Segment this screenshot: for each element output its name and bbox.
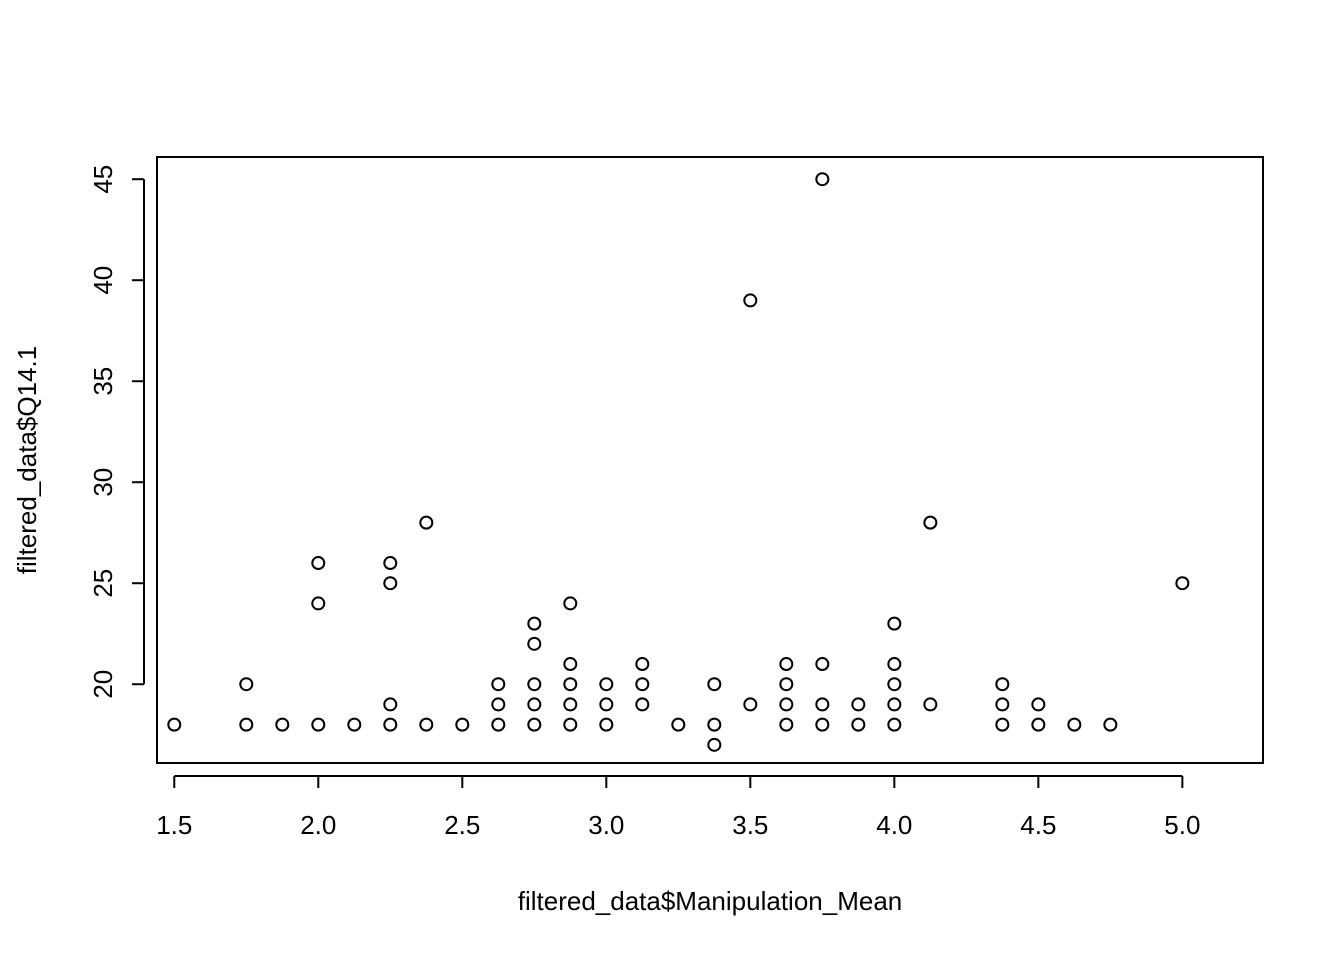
data-point	[635, 677, 650, 692]
data-point	[779, 717, 794, 732]
data-point	[1031, 697, 1046, 712]
data-point	[239, 677, 254, 692]
data-point	[851, 697, 866, 712]
data-point	[779, 657, 794, 672]
y-axis: 20 25 30 35 40 45	[88, 165, 145, 699]
y-tick-label: 30	[88, 468, 118, 497]
x-tick-label: 4.0	[876, 810, 912, 840]
plot-frame	[156, 156, 1264, 764]
data-point	[887, 657, 902, 672]
data-point	[347, 717, 362, 732]
data-point	[1031, 717, 1046, 732]
data-point	[167, 717, 182, 732]
data-point	[311, 556, 326, 571]
data-point	[995, 717, 1010, 732]
x-tick-label: 3.0	[588, 810, 624, 840]
x-tick-label: 2.0	[300, 810, 336, 840]
data-point	[383, 697, 398, 712]
data-point	[311, 596, 326, 611]
data-point	[743, 697, 758, 712]
x-tick-label: 2.5	[444, 810, 480, 840]
data-point	[527, 677, 542, 692]
data-point	[743, 293, 758, 308]
data-point	[599, 677, 614, 692]
x-tick-label: 1.5	[156, 810, 192, 840]
y-tick-label: 25	[88, 569, 118, 598]
data-point	[815, 697, 830, 712]
data-point	[383, 717, 398, 732]
data-point	[1175, 576, 1190, 591]
data-point	[311, 717, 326, 732]
data-point	[779, 697, 794, 712]
data-point	[815, 657, 830, 672]
data-point	[383, 556, 398, 571]
data-point	[887, 616, 902, 631]
data-point	[887, 697, 902, 712]
data-point	[563, 717, 578, 732]
data-point	[707, 717, 722, 732]
data-point	[383, 576, 398, 591]
y-tick-label: 45	[88, 165, 118, 194]
x-axis-title: filtered_data$Manipulation_Mean	[518, 886, 903, 916]
data-point	[1067, 717, 1082, 732]
data-point	[563, 697, 578, 712]
data-point	[599, 717, 614, 732]
data-point	[815, 717, 830, 732]
y-axis-title: filtered_data$Q14.1	[12, 346, 42, 574]
data-point	[851, 717, 866, 732]
data-point	[563, 657, 578, 672]
data-point	[527, 636, 542, 651]
data-point	[419, 717, 434, 732]
x-tick-label: 3.5	[732, 810, 768, 840]
data-point	[923, 515, 938, 530]
data-point	[239, 717, 254, 732]
data-point	[563, 596, 578, 611]
data-point	[779, 677, 794, 692]
data-point	[491, 717, 506, 732]
data-point	[707, 677, 722, 692]
data-point	[527, 697, 542, 712]
data-point	[599, 697, 614, 712]
data-point	[419, 515, 434, 530]
data-point	[527, 717, 542, 732]
x-tick-label: 5.0	[1164, 810, 1200, 840]
data-point	[635, 657, 650, 672]
data-point	[563, 677, 578, 692]
data-point	[275, 717, 290, 732]
y-tick-label: 40	[88, 266, 118, 295]
data-point	[887, 717, 902, 732]
data-point	[887, 677, 902, 692]
data-point	[923, 697, 938, 712]
data-point	[995, 697, 1010, 712]
y-tick-label: 35	[88, 367, 118, 396]
data-point	[815, 172, 830, 187]
data-point	[635, 697, 650, 712]
data-points	[167, 172, 1190, 752]
data-point	[995, 677, 1010, 692]
data-point	[491, 677, 506, 692]
y-tick-label: 20	[88, 670, 118, 699]
data-point	[491, 697, 506, 712]
x-tick-label: 4.5	[1020, 810, 1056, 840]
data-point	[1103, 717, 1118, 732]
data-point	[671, 717, 686, 732]
data-point	[707, 737, 722, 752]
data-point	[527, 616, 542, 631]
x-axis: 1.5 2.0 2.5 3.0 3.5 4.0 4.5 5.0	[156, 775, 1200, 840]
data-point	[455, 717, 470, 732]
